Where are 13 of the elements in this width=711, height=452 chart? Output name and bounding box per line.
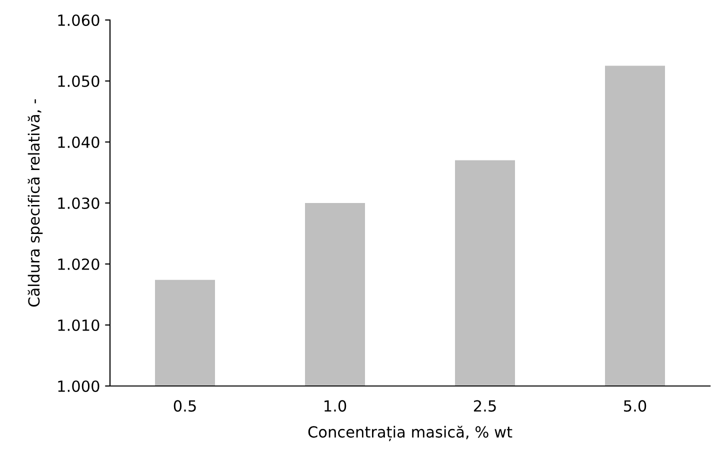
y-tick-label: 1.020 [58, 258, 100, 270]
y-tick-label: 1.050 [58, 75, 100, 88]
x-axis-title: Concentrația masică, % wt [308, 426, 512, 442]
y-tick-label: 1.010 [58, 319, 100, 332]
y-tick-label: 1.040 [58, 136, 100, 148]
y-tick-label: 1.060 [58, 14, 100, 26]
y-tick-label: 1.000 [58, 380, 100, 392]
x-tick-label: 0.5 [174, 400, 196, 412]
y-tick-label: 1.030 [58, 197, 100, 210]
x-tick-label: 2.5 [474, 400, 496, 412]
x-tick-label: 1.0 [324, 400, 346, 412]
y-axis-title: Căldura specifică relativă, - [28, 99, 43, 307]
x-tick-label: 5.0 [624, 400, 646, 412]
